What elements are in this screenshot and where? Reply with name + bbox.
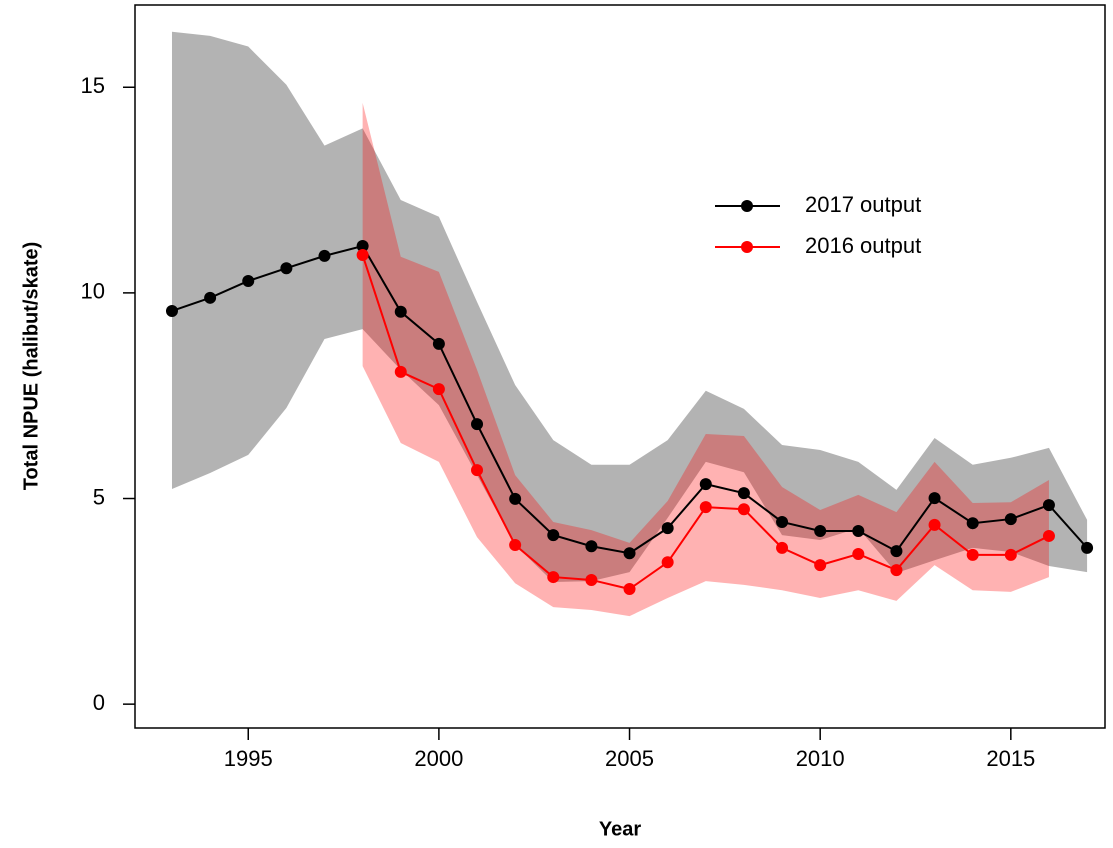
data-point <box>242 274 255 287</box>
x-tick-label: 2015 <box>986 746 1035 771</box>
x-tick-label: 1995 <box>224 746 273 771</box>
data-point <box>471 418 484 431</box>
data-point <box>432 337 445 350</box>
x-tick-label: 2000 <box>414 746 463 771</box>
data-point <box>1004 513 1017 526</box>
data-point <box>661 522 674 535</box>
data-point <box>928 492 941 505</box>
data-point <box>509 492 522 505</box>
x-tick-label: 2005 <box>605 746 654 771</box>
data-point <box>852 548 865 561</box>
data-point <box>356 249 369 262</box>
data-point <box>966 517 979 530</box>
data-point <box>776 541 789 554</box>
data-point <box>356 240 369 252</box>
data-point <box>699 478 712 491</box>
legend-marker <box>741 241 753 253</box>
data-point <box>623 582 636 595</box>
data-point <box>661 556 674 569</box>
data-point <box>318 249 331 262</box>
data-point <box>737 503 750 516</box>
y-tick-label: 10 <box>81 279 105 304</box>
data-point <box>966 548 979 561</box>
y-tick-label: 0 <box>93 690 105 715</box>
data-point <box>737 487 750 500</box>
plot-frame <box>134 4 1106 729</box>
confidence-band <box>171 31 1088 583</box>
data-point <box>547 529 560 542</box>
data-point <box>699 501 712 514</box>
data-point <box>1042 499 1055 512</box>
data-point <box>890 545 903 558</box>
data-point <box>814 525 827 538</box>
y-tick-label: 15 <box>81 73 105 98</box>
legend-label: 2016 output <box>805 233 921 258</box>
data-point <box>1004 548 1017 561</box>
data-point <box>928 518 941 531</box>
data-point <box>623 547 636 560</box>
x-axis-title: Year <box>599 818 641 840</box>
data-point <box>280 262 293 275</box>
data-point <box>890 564 903 577</box>
legend-marker <box>741 200 753 212</box>
confidence-band <box>362 102 1049 617</box>
data-point <box>432 383 445 396</box>
data-point <box>547 571 560 584</box>
data-point <box>585 573 598 586</box>
data-point <box>509 538 522 551</box>
data-point <box>776 515 789 528</box>
data-point <box>165 304 178 317</box>
data-point <box>394 305 407 318</box>
data-point <box>852 525 865 538</box>
data-point <box>1081 541 1094 554</box>
y-tick-label: 5 <box>93 484 105 509</box>
y-axis-title: Total NPUE (halibut/skate) <box>20 242 42 491</box>
data-point <box>585 540 598 553</box>
data-point <box>814 559 827 572</box>
data-point <box>394 365 407 378</box>
legend-label: 2017 output <box>805 192 921 217</box>
data-point <box>204 291 217 304</box>
x-tick-label: 2010 <box>796 746 845 771</box>
data-point <box>471 464 484 477</box>
data-point <box>1042 529 1055 542</box>
